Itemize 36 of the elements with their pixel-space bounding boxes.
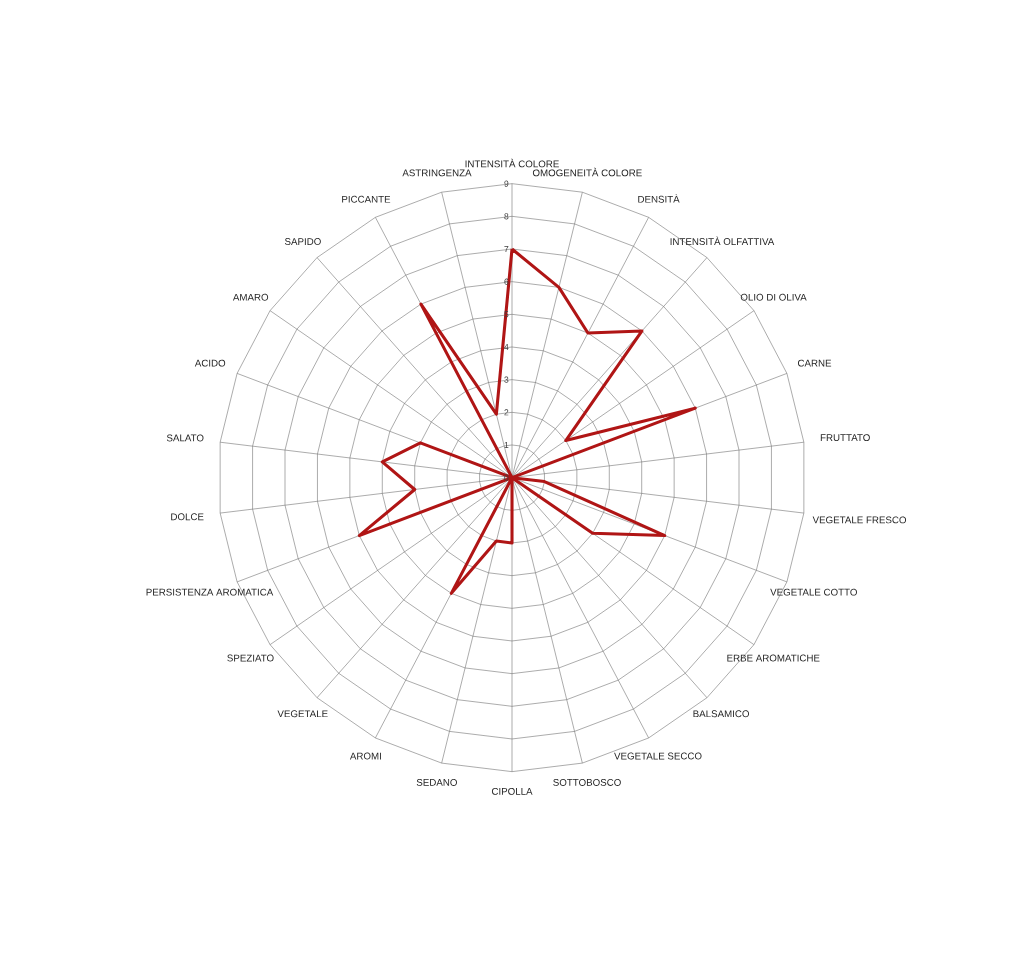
y-tick-label: 5 [504,311,509,318]
spoke-label: ASTRINGENZA [402,169,472,177]
spoke-label: VEGETALE [277,710,328,718]
y-tick-label: 6 [504,278,509,285]
y-tick-label: 8 [504,213,509,220]
spoke-label: DOLCE [171,513,204,521]
spoke-label: AROMI [349,752,381,760]
spoke-label: SOTTOBOSCO [553,778,621,786]
y-tick-label: 9 [504,180,509,187]
y-tick-label: 7 [504,246,509,252]
spoke-label: CIPOLLA [491,787,533,795]
spoke-label: SPEZIATO [227,654,274,662]
spoke-label: INTENSITÀ COLORE [465,158,559,168]
y-tick-label: 4 [504,344,509,350]
spoke-label: PICCANTE [342,195,391,203]
spoke-label: BALSAMICO [693,710,750,718]
spoke-label: AMARO [232,293,269,301]
spoke-label: ACIDO [194,359,226,367]
spoke-label: VEGETALE FRESCO [812,516,907,524]
spoke-label: SEDANO [416,778,457,786]
spoke-label: VEGETALE SECCO [614,752,702,760]
y-tick-label: 2 [504,409,509,416]
spoke-label: DENSITÀ [638,194,680,203]
y-tick-label: 0 [504,474,509,481]
spoke-label: VEGETALE COTTO [770,588,857,596]
y-tick-label: 1 [504,442,509,448]
spoke-label: ERBE AROMATICHE [727,654,820,662]
y-tick-label: 3 [504,376,509,383]
spoke-label: FRUTTATO [820,434,870,442]
spoke-label: PERSISTENZA AROMATICA [146,588,274,596]
spoke-label: OLIO DI OLIVA [740,293,807,301]
spoke-label: SALATO [166,434,204,442]
spoke-label: OMOGENEITÀ COLORE [532,167,642,177]
spoke-label: INTENSITÀ OLFATTIVA [670,236,775,245]
spoke-label: CARNE [797,359,832,367]
spoke-label: SAPIDO [284,238,321,245]
